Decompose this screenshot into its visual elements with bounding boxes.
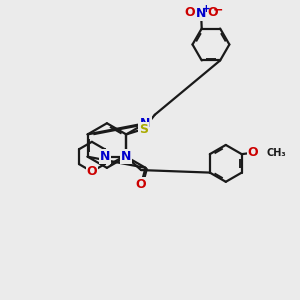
Text: O: O	[248, 146, 258, 159]
Text: +: +	[202, 4, 210, 14]
Text: O: O	[184, 6, 195, 19]
Text: O: O	[136, 178, 146, 191]
Text: N: N	[140, 117, 151, 130]
Text: N: N	[196, 7, 206, 20]
Text: N: N	[121, 150, 131, 163]
Text: S: S	[139, 122, 148, 136]
Text: N: N	[100, 150, 110, 163]
Text: CH₃: CH₃	[266, 148, 286, 158]
Text: O: O	[87, 165, 97, 178]
Text: O: O	[207, 6, 218, 19]
Text: −: −	[212, 3, 223, 16]
